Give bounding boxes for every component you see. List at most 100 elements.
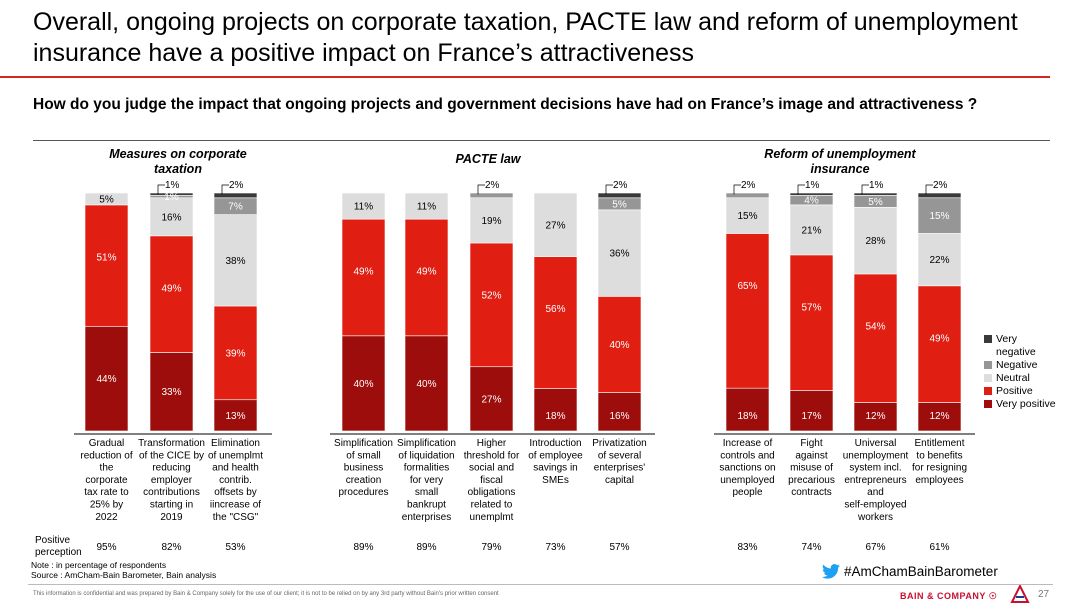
- bar-segment-very-positive: [725, 387, 770, 432]
- hashtag-text: #AmChamBainBarometer: [844, 564, 998, 579]
- legend-label: Very negative: [996, 333, 1036, 358]
- data-label-callout: 2%: [229, 180, 244, 191]
- category-label: business: [344, 463, 383, 474]
- category-label: self-employed: [844, 500, 906, 511]
- category-label: related to: [471, 500, 513, 511]
- group-title: insurance: [810, 162, 869, 176]
- category-label: iincrease of: [210, 500, 261, 511]
- positive-perception-value: 73%: [545, 542, 565, 553]
- category-label: sanctions on: [719, 463, 775, 474]
- bar-segment-positive: [341, 218, 386, 337]
- bar-segment-neutral: [341, 192, 386, 220]
- data-label: 27%: [545, 220, 565, 231]
- category-label: social and: [469, 463, 514, 474]
- data-label: 16%: [161, 212, 181, 223]
- positive-perception-value: 95%: [96, 542, 116, 553]
- bar-segment-neutral: [149, 197, 194, 237]
- category-label: 25% by: [90, 500, 123, 511]
- data-label: 5%: [868, 197, 883, 208]
- bar-segment-very-positive: [789, 390, 834, 432]
- bar-segment-negative: [917, 197, 962, 234]
- category-label: Simplification: [397, 438, 456, 449]
- category-label: of the CICE by: [139, 450, 204, 461]
- category-label: to benefits: [916, 450, 962, 461]
- note-text: Note : in percentage of respondents: [31, 560, 167, 570]
- bar-segment-positive: [404, 218, 449, 337]
- bar-segment-neutral: [917, 233, 962, 287]
- bar-segment-positive: [597, 296, 642, 393]
- bar-segment-neutral: [533, 192, 578, 257]
- chart-notes: Note : in percentage of respondents Sour…: [31, 560, 216, 580]
- bar-segment-positive: [789, 254, 834, 391]
- bar-segment-positive: [469, 242, 514, 368]
- legend-swatch: [984, 361, 992, 369]
- data-label: 1%: [164, 192, 179, 203]
- data-label: 56%: [545, 304, 565, 315]
- data-label: 18%: [545, 411, 565, 422]
- data-label: 27%: [481, 394, 501, 405]
- category-label: Higher: [477, 438, 507, 449]
- data-label: 12%: [865, 411, 885, 422]
- category-label: of small: [346, 450, 380, 461]
- bar-segment-neutral: [725, 197, 770, 234]
- category-label: 2022: [95, 512, 118, 523]
- category-label: procedures: [338, 487, 388, 498]
- category-label: precarious: [788, 475, 835, 486]
- brand-logo: BAIN & COMPANY ☉: [900, 591, 997, 602]
- data-label: 12%: [929, 411, 949, 422]
- bar-segment-positive: [213, 305, 258, 401]
- bar-segment-neutral: [404, 192, 449, 220]
- data-label-callout: 1%: [869, 180, 884, 191]
- bar-segment-positive: [84, 204, 129, 327]
- bar-segment-positive: [149, 235, 194, 353]
- data-label: 19%: [481, 216, 501, 227]
- bar-segment-very-negative: [597, 192, 642, 199]
- data-label: 51%: [96, 252, 116, 263]
- bain-circle-icon: ☉: [988, 591, 998, 601]
- category-label: contributions: [143, 487, 200, 498]
- category-label: for resigning: [912, 463, 967, 474]
- category-label: enterprises: [402, 512, 451, 523]
- category-label: capital: [605, 475, 634, 486]
- legend-label: Positive: [996, 385, 1033, 397]
- data-label: 15%: [929, 211, 949, 222]
- data-label: 13%: [225, 411, 245, 422]
- hashtag[interactable]: #AmChamBainBarometer: [822, 564, 998, 579]
- category-label: enterprises': [594, 463, 645, 474]
- category-label: bankrupt: [407, 500, 446, 511]
- category-label: Introduction: [529, 438, 581, 449]
- callout-leader-line: [221, 184, 229, 195]
- data-label: 65%: [737, 281, 757, 292]
- legend-label: Negative: [996, 359, 1038, 371]
- data-label: 28%: [865, 236, 885, 247]
- bar-segment-very-positive: [917, 402, 962, 432]
- category-label: Transformation: [138, 438, 205, 449]
- category-label: fiscal: [480, 475, 503, 486]
- data-label: 7%: [228, 202, 243, 213]
- data-label: 49%: [161, 283, 181, 294]
- category-label: and: [867, 487, 884, 498]
- category-label: savings in: [533, 463, 577, 474]
- positive-perception-value: 61%: [929, 542, 949, 553]
- category-label: offsets by: [214, 487, 257, 498]
- survey-question: How do you judge the impact that ongoing…: [33, 96, 978, 113]
- category-label: SMEs: [542, 475, 569, 486]
- data-label: 57%: [801, 302, 821, 313]
- group-title: Reform of unemployment: [764, 147, 916, 161]
- bar-segment-very-positive: [404, 335, 449, 432]
- data-label: 11%: [417, 202, 436, 213]
- bar-segment-very-negative: [213, 192, 258, 199]
- data-label: 40%: [416, 379, 436, 390]
- category-label: system incl.: [849, 463, 901, 474]
- category-label: formalities: [404, 463, 450, 474]
- bar-segment-negative: [469, 192, 514, 199]
- data-label: 22%: [929, 255, 949, 266]
- confidentiality-disclaimer: This information is confidential and was…: [33, 591, 499, 597]
- positive-perception-value: 89%: [353, 542, 373, 553]
- legend-label: Very positive: [996, 398, 1056, 410]
- callout-leader-line: [861, 184, 869, 195]
- category-label: against: [795, 450, 827, 461]
- category-label: tax rate to: [84, 487, 129, 498]
- category-label: of employee: [528, 450, 583, 461]
- data-label: 15%: [737, 211, 757, 222]
